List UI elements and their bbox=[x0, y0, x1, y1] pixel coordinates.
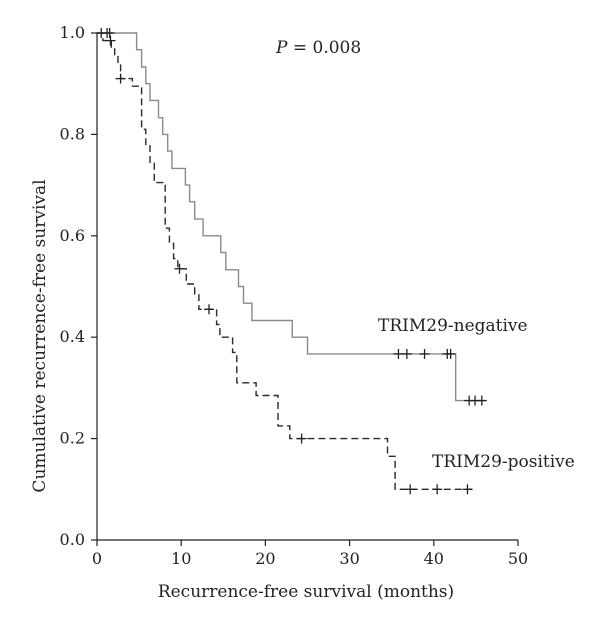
x-axis-title: Recurrence-free survival (months) bbox=[158, 582, 454, 602]
censor-mark-trim29-positive bbox=[432, 484, 443, 495]
censor-mark-trim29-negative bbox=[401, 348, 412, 359]
y-axis-title: Cumulative recurrence-free survival bbox=[30, 179, 50, 492]
censor-mark-trim29-positive bbox=[405, 484, 416, 495]
censor-mark-trim29-positive bbox=[105, 35, 116, 46]
censor-mark-trim29-negative bbox=[393, 348, 404, 359]
x-tick-label: 10 bbox=[171, 549, 191, 568]
censor-mark-trim29-negative bbox=[476, 395, 487, 406]
series-line-trim29-negative bbox=[97, 32, 486, 402]
y-tick-label: 0.2 bbox=[60, 429, 85, 448]
x-tick-label: 30 bbox=[339, 549, 359, 568]
censor-mark-trim29-positive bbox=[296, 433, 307, 444]
p-value-text: = 0.008 bbox=[287, 38, 361, 58]
censor-mark-trim29-positive bbox=[203, 304, 214, 315]
y-tick-label: 0.6 bbox=[60, 226, 85, 245]
censor-mark-trim29-negative bbox=[419, 348, 430, 359]
series-label-trim29-positive: TRIM29-positive bbox=[432, 452, 575, 472]
censor-mark-trim29-positive bbox=[115, 73, 126, 84]
x-axis-group: 0 10 20 30 40 50 bbox=[92, 539, 528, 568]
x-tick-label: 40 bbox=[424, 549, 444, 568]
y-tick-label: 1.0 bbox=[60, 23, 85, 42]
y-axis-group: 0.0 0.2 0.4 0.6 0.8 1.0 bbox=[60, 23, 98, 549]
x-tick-label: 50 bbox=[508, 549, 528, 568]
y-tick-label: 0.4 bbox=[60, 327, 85, 346]
x-tick-label: 0 bbox=[92, 549, 102, 568]
series-line-trim29-positive bbox=[97, 32, 473, 490]
censor-mark-trim29-negative bbox=[104, 28, 115, 38]
censor-mark-trim29-positive bbox=[174, 263, 185, 274]
y-tick-label: 0.8 bbox=[60, 124, 85, 143]
labels-group: Cumulative recurrence-free survival Recu… bbox=[30, 38, 575, 602]
censor-mark-trim29-negative bbox=[445, 348, 456, 359]
p-value-annotation: P = 0.008 bbox=[275, 38, 361, 58]
y-tick-label: 0.0 bbox=[60, 530, 85, 549]
p-value-symbol: P bbox=[275, 38, 288, 58]
series-label-trim29-negative: TRIM29-negative bbox=[378, 316, 528, 336]
series-group bbox=[96, 28, 487, 495]
censor-mark-trim29-positive bbox=[462, 484, 473, 495]
x-tick-label: 20 bbox=[255, 549, 275, 568]
